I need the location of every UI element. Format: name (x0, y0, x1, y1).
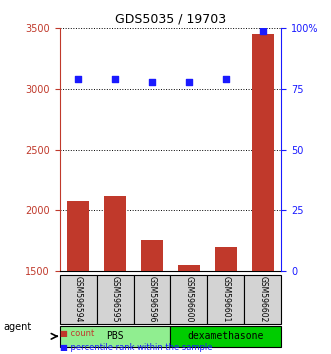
Text: dexamethasone: dexamethasone (188, 331, 264, 341)
Text: ■ percentile rank within the sample: ■ percentile rank within the sample (60, 343, 212, 352)
Bar (67, 201, 89, 354)
Point (112, 76, 118, 82)
Bar (178, 265, 200, 354)
Text: GSM596602: GSM596602 (259, 276, 267, 323)
Point (149, 79, 155, 85)
Point (75, 76, 81, 82)
FancyBboxPatch shape (60, 275, 97, 324)
Point (260, 28, 265, 34)
Text: GSM596600: GSM596600 (184, 276, 193, 323)
Point (223, 76, 228, 82)
Text: GSM596595: GSM596595 (111, 276, 119, 323)
FancyBboxPatch shape (97, 275, 133, 324)
FancyBboxPatch shape (170, 326, 281, 347)
Bar (104, 196, 126, 354)
Text: GSM596594: GSM596594 (73, 276, 82, 323)
Bar (215, 247, 237, 354)
Point (186, 79, 192, 85)
FancyBboxPatch shape (208, 275, 244, 324)
Text: GSM596601: GSM596601 (221, 276, 230, 323)
FancyBboxPatch shape (244, 275, 281, 324)
FancyBboxPatch shape (60, 326, 170, 347)
Bar (252, 34, 274, 354)
Title: GDS5035 / 19703: GDS5035 / 19703 (115, 13, 226, 26)
Text: PBS: PBS (106, 331, 124, 341)
FancyBboxPatch shape (170, 275, 208, 324)
Bar (141, 240, 163, 354)
Text: GSM596596: GSM596596 (148, 276, 157, 323)
Text: agent: agent (3, 322, 31, 332)
Text: ■ count: ■ count (60, 329, 94, 338)
FancyBboxPatch shape (133, 275, 170, 324)
